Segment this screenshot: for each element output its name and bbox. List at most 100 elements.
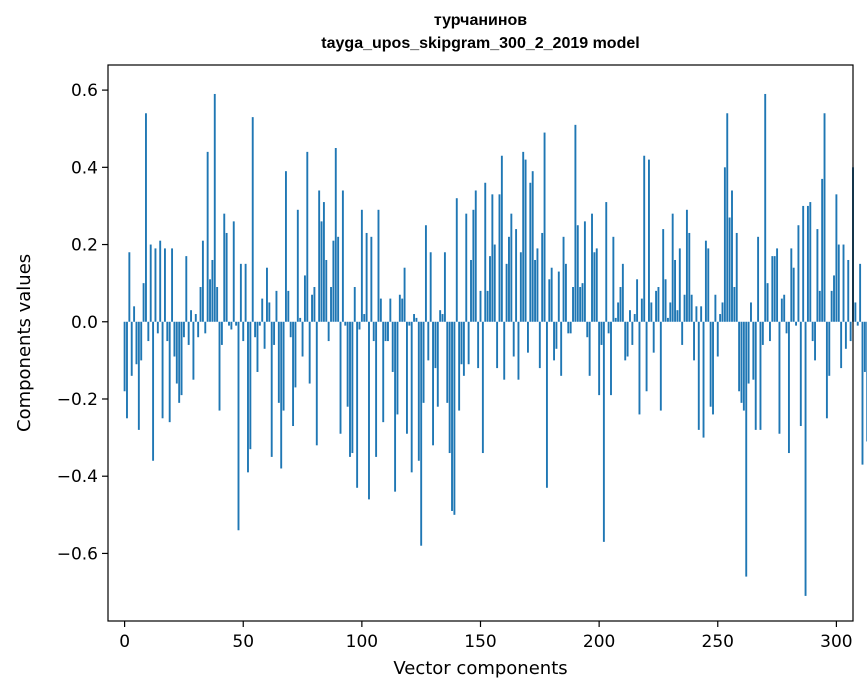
bar (284, 171, 287, 322)
bar (261, 298, 264, 322)
y-tick-label: 0.6 (71, 81, 98, 101)
bar (856, 321, 859, 326)
bar (728, 217, 731, 322)
bar (427, 321, 430, 361)
y-tick-label: 0.2 (71, 236, 98, 256)
bar (835, 194, 838, 322)
bar (626, 321, 629, 357)
bar (669, 302, 672, 322)
bar (415, 317, 418, 322)
bar (498, 194, 501, 322)
bar (814, 321, 816, 361)
bar (650, 302, 653, 322)
bar (588, 321, 591, 376)
bar (863, 321, 866, 372)
bar (621, 263, 624, 322)
bar (379, 298, 382, 322)
bar (318, 190, 321, 322)
bar (790, 248, 793, 322)
bar (517, 321, 520, 380)
bar (844, 321, 847, 349)
bar (247, 321, 249, 473)
bar (349, 321, 351, 457)
bar (543, 132, 546, 322)
bar (434, 321, 437, 369)
bar (557, 271, 560, 322)
bar (451, 321, 453, 511)
bar (403, 267, 406, 322)
bar (750, 302, 752, 322)
bar (484, 182, 487, 322)
bar (633, 314, 636, 322)
bar (477, 321, 480, 369)
bar (344, 321, 347, 326)
bar (629, 310, 631, 322)
bar (448, 321, 451, 454)
bar (299, 317, 302, 322)
bar (638, 321, 641, 415)
bar (690, 294, 693, 322)
bar (365, 232, 368, 322)
bar (436, 321, 439, 407)
bar (140, 321, 143, 361)
bar (809, 202, 812, 322)
bar (192, 321, 195, 380)
bar (612, 236, 615, 322)
bar (244, 263, 247, 322)
bar (792, 267, 795, 322)
bar (441, 314, 444, 322)
bar (337, 236, 340, 322)
bar (154, 248, 157, 322)
bar (816, 229, 819, 322)
bar (408, 321, 411, 326)
bar (541, 232, 544, 322)
bar (341, 190, 344, 322)
bar (754, 321, 757, 430)
bar (254, 321, 257, 338)
bar (135, 321, 138, 365)
bar (220, 321, 223, 345)
bar (173, 321, 176, 357)
bar (453, 321, 456, 515)
bar (235, 321, 238, 326)
bar (567, 321, 570, 334)
bar (560, 321, 563, 376)
bar (555, 321, 558, 349)
bar (821, 178, 824, 322)
bar (655, 290, 658, 322)
bar (581, 283, 584, 322)
bar (168, 321, 171, 423)
bar (712, 321, 714, 415)
bar (413, 314, 416, 322)
bar (529, 182, 532, 322)
bar (731, 190, 733, 322)
bar (206, 151, 209, 322)
bar (161, 321, 164, 419)
bar (325, 259, 328, 322)
bar (289, 321, 292, 338)
bar (576, 225, 579, 322)
bar (194, 314, 197, 322)
bar (315, 321, 318, 446)
bar (550, 267, 553, 322)
bar (363, 314, 366, 322)
bar (209, 279, 211, 322)
bar (776, 248, 779, 322)
bar (126, 321, 128, 419)
bar (277, 321, 280, 403)
bar (664, 279, 667, 322)
bar (600, 321, 603, 345)
bar (356, 321, 359, 488)
bar (688, 232, 691, 322)
bar (251, 117, 254, 322)
bar (479, 290, 482, 322)
bar (275, 290, 278, 322)
bar (306, 151, 309, 322)
bar (156, 321, 159, 334)
bar (619, 287, 622, 322)
bar (142, 283, 145, 322)
bar (787, 321, 790, 454)
bar (780, 298, 783, 322)
bar (553, 321, 555, 361)
bar (500, 155, 503, 322)
